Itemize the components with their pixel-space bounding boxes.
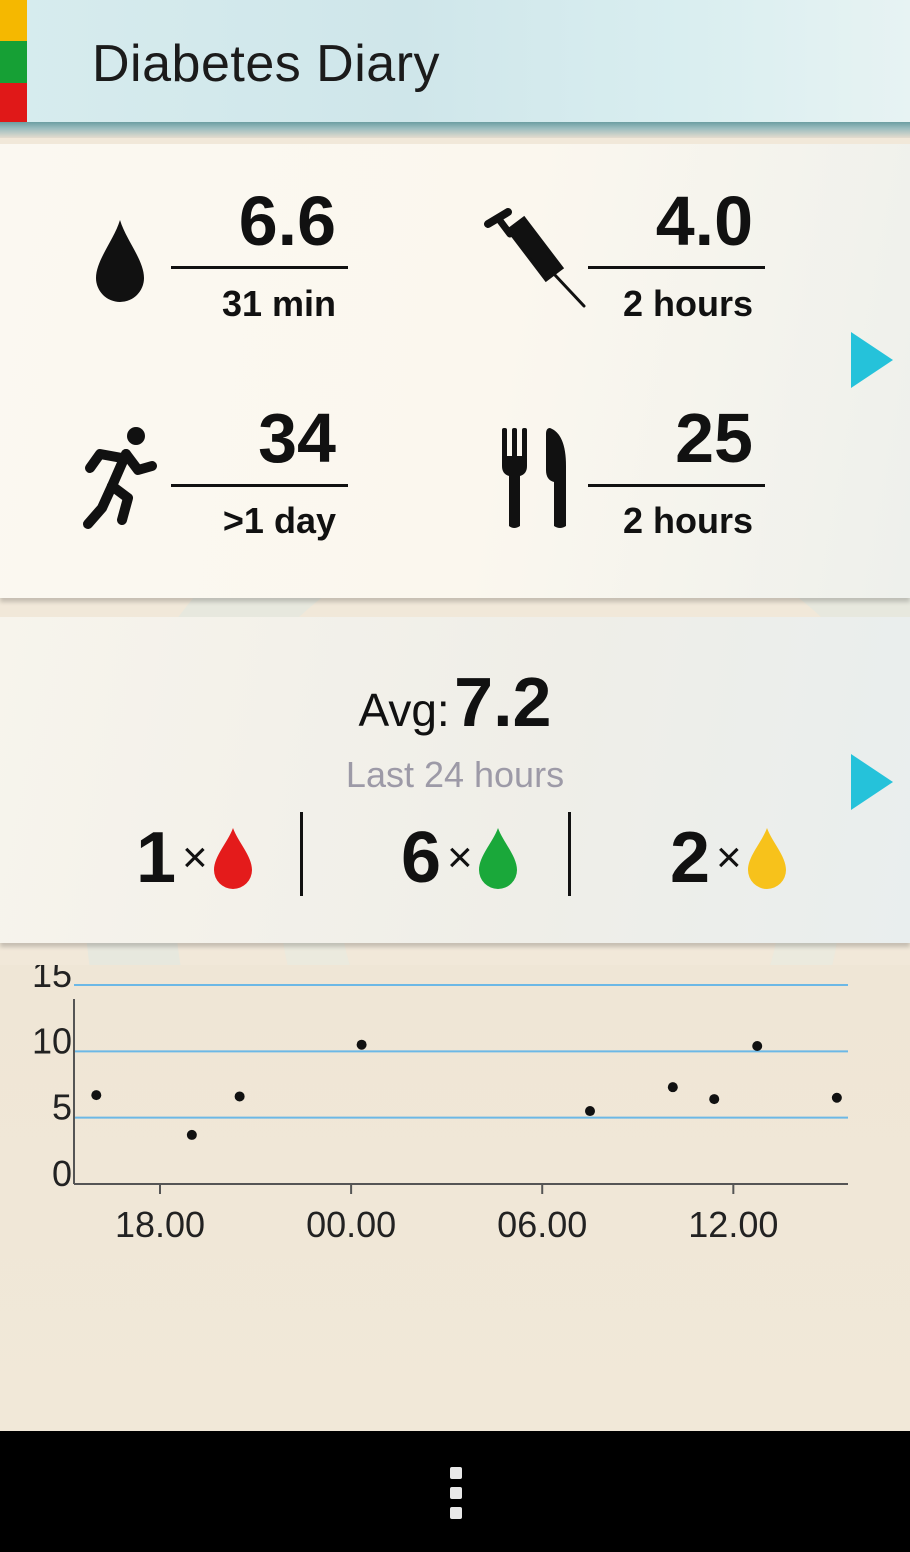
open-statistics-arrow-icon[interactable]	[851, 754, 893, 810]
times-sign: ×	[716, 833, 742, 882]
overflow-menu-icon[interactable]	[449, 1467, 463, 1523]
action-bar: Diabetes Diary	[0, 0, 910, 126]
blood-drop-icon	[96, 220, 144, 302]
y-tick-label: 10	[32, 1020, 72, 1061]
count-separator	[300, 812, 303, 896]
open-log-arrow-icon[interactable]	[851, 332, 893, 388]
menu-dot	[450, 1507, 462, 1519]
red-drop-icon	[213, 828, 252, 889]
x-tick-label: 06.00	[497, 1204, 587, 1245]
meal-age: 2 hours	[622, 500, 753, 541]
times-sign: ×	[447, 833, 473, 882]
insulin-value: 4.0	[655, 182, 753, 260]
insulin-divider	[588, 266, 765, 269]
x-tick-label: 18.00	[115, 1204, 205, 1245]
green-drop-icon	[478, 828, 517, 889]
y-tick-label: 0	[52, 1153, 72, 1194]
fork-knife-icon	[502, 428, 566, 528]
x-tick-label: 00.00	[306, 1204, 396, 1245]
glucose-scatter-chart[interactable]: 15 10 5 0 18.00 00.00 06.00 12.00	[0, 965, 910, 1265]
yellow-drop-icon	[747, 828, 786, 889]
data-point	[91, 1090, 102, 1101]
x-tick-label: 12.00	[688, 1204, 778, 1245]
exercise-divider	[171, 484, 348, 487]
data-point	[831, 1092, 842, 1103]
count-normal-number: 6	[401, 818, 442, 898]
running-person-icon	[83, 427, 157, 529]
meal-value: 25	[675, 399, 753, 477]
syringe-icon	[484, 208, 586, 308]
count-high-number: 1	[136, 818, 177, 898]
data-point	[356, 1039, 367, 1050]
glucose-divider	[171, 266, 348, 269]
data-point	[752, 1041, 763, 1052]
count-low-number: 2	[670, 818, 711, 898]
insulin-age: 2 hours	[622, 283, 753, 324]
data-point	[186, 1129, 197, 1140]
data-point	[234, 1091, 245, 1102]
exercise-age: >1 day	[222, 500, 336, 541]
logo-green	[0, 41, 27, 83]
logo-red	[0, 82, 27, 124]
data-point	[709, 1094, 720, 1105]
menu-dot	[450, 1487, 462, 1499]
y-tick-label: 5	[52, 1087, 72, 1128]
exercise-value: 34	[258, 399, 336, 477]
app-title: Diabetes Diary	[92, 35, 441, 93]
data-point	[585, 1106, 595, 1117]
menu-dot	[450, 1467, 462, 1479]
meal-divider	[588, 484, 765, 487]
app-logo[interactable]	[0, 0, 27, 124]
period-label: Last 24 hours	[345, 754, 565, 795]
glucose-age: 31 min	[221, 283, 336, 324]
count-separator	[568, 812, 571, 896]
data-point	[667, 1082, 678, 1093]
average-line: Avg: 7.2	[0, 662, 910, 742]
average-label: Avg:	[358, 684, 450, 736]
count-low: 2 ×	[670, 818, 788, 898]
latest-entries-card[interactable]	[0, 144, 910, 598]
average-value: 7.2	[454, 663, 552, 741]
summary-card[interactable]	[0, 617, 910, 943]
logo-yellow	[0, 0, 27, 42]
count-normal: 6 ×	[401, 818, 519, 898]
count-high: 1 ×	[136, 818, 254, 898]
action-bar-shadow	[0, 122, 910, 138]
times-sign: ×	[182, 833, 208, 882]
glucose-value: 6.6	[238, 182, 336, 260]
y-tick-label: 15	[32, 965, 72, 995]
